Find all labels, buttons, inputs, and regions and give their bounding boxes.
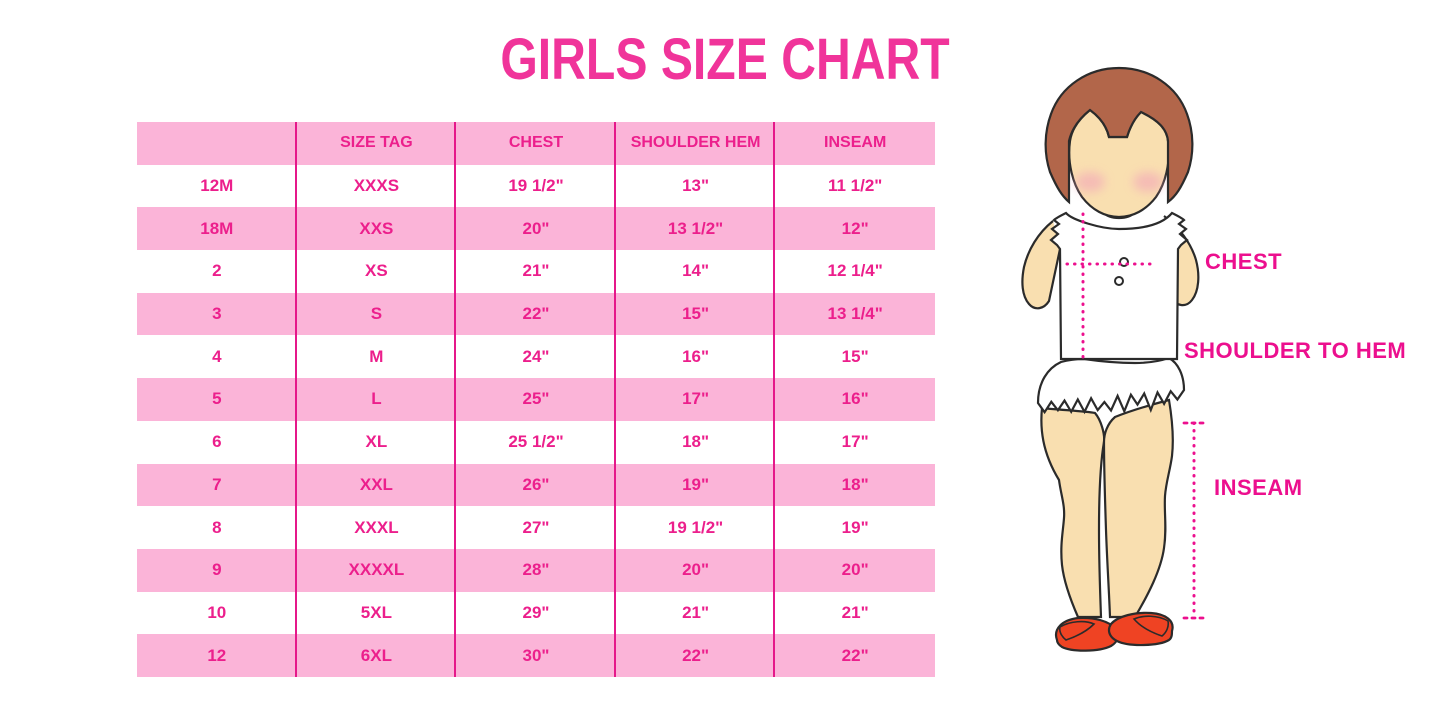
svg-text:INSEAM: INSEAM	[1214, 475, 1303, 500]
svg-text:SHOULDER TO HEM: SHOULDER TO HEM	[1184, 338, 1406, 363]
svg-text:CHEST: CHEST	[1205, 249, 1282, 274]
